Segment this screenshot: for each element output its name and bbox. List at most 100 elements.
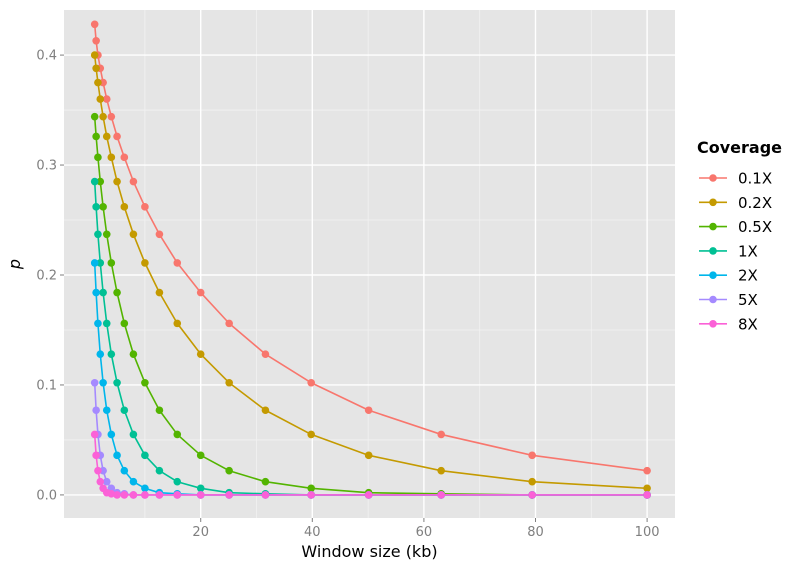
data-point-0.1X-5 bbox=[102, 95, 111, 103]
data-point-0.5X-9 bbox=[129, 350, 138, 358]
data-point-0.2X-3 bbox=[96, 95, 105, 103]
data-point-5X-5 bbox=[102, 477, 111, 486]
data-point-8X-3 bbox=[96, 477, 105, 486]
data-point-1X-5 bbox=[102, 319, 111, 328]
data-point-8X-15 bbox=[261, 491, 270, 499]
data-point-0.2X-8 bbox=[120, 203, 129, 211]
x-axis-title: Window size (kb) bbox=[301, 542, 437, 561]
data-point-0.1X-12 bbox=[173, 259, 182, 267]
data-point-0.2X-11 bbox=[155, 288, 164, 297]
data-point-0.2X-1 bbox=[92, 64, 100, 73]
data-point-0.5X-0 bbox=[90, 112, 99, 121]
x-tick-label: 100 bbox=[635, 525, 660, 540]
data-point-0.2X-10 bbox=[141, 259, 149, 267]
data-point-8X-20 bbox=[643, 491, 651, 499]
data-point-1X-8 bbox=[120, 406, 129, 415]
data-point-0.2X-2 bbox=[94, 78, 102, 87]
data-point-0.5X-2 bbox=[94, 153, 102, 162]
data-point-8X-2 bbox=[94, 466, 102, 475]
data-point-8X-10 bbox=[141, 491, 149, 499]
data-point-0.1X-19 bbox=[528, 451, 536, 460]
data-point-0.1X-14 bbox=[225, 319, 233, 328]
data-point-2X-9 bbox=[129, 477, 138, 486]
data-point-0.1X-15 bbox=[261, 350, 270, 358]
data-point-8X-16 bbox=[307, 491, 315, 499]
data-point-0.2X-4 bbox=[99, 112, 107, 121]
data-point-8X-14 bbox=[225, 491, 233, 499]
data-point-2X-5 bbox=[102, 406, 111, 415]
data-point-8X-1 bbox=[92, 451, 100, 460]
data-point-0.5X-12 bbox=[173, 430, 182, 439]
data-point-2X-2 bbox=[94, 319, 102, 328]
data-point-8X-18 bbox=[437, 491, 446, 499]
data-point-0.5X-5 bbox=[102, 230, 111, 239]
data-point-1X-3 bbox=[96, 259, 105, 267]
x-tick-label: 20 bbox=[192, 525, 209, 540]
y-tick-label: 0.1 bbox=[36, 378, 57, 393]
data-point-0.2X-9 bbox=[129, 230, 138, 239]
data-point-0.2X-0 bbox=[90, 51, 99, 59]
data-point-2X-6 bbox=[107, 430, 116, 439]
legend-title: Coverage bbox=[697, 138, 782, 157]
data-point-0.1X-18 bbox=[437, 430, 446, 439]
legend-key-point-1X bbox=[709, 247, 717, 255]
y-tick-label: 0.4 bbox=[36, 49, 57, 64]
data-point-0.5X-6 bbox=[107, 259, 116, 267]
data-point-8X-9 bbox=[129, 491, 138, 499]
data-point-1X-10 bbox=[141, 451, 149, 460]
data-point-8X-13 bbox=[196, 491, 205, 499]
data-point-1X-13 bbox=[196, 484, 205, 493]
grid-minor bbox=[64, 10, 675, 518]
data-point-1X-9 bbox=[129, 430, 138, 439]
data-point-0.2X-14 bbox=[225, 378, 233, 387]
y-axis: 0.0 0.1 0.2 0.3 0.4 bbox=[36, 49, 64, 503]
data-point-1X-7 bbox=[113, 378, 121, 387]
legend-label-1X: 1X bbox=[738, 242, 758, 260]
data-point-0.5X-11 bbox=[155, 406, 164, 415]
data-point-0.5X-16 bbox=[307, 484, 315, 493]
data-point-0.1X-7 bbox=[113, 132, 121, 141]
grid-major bbox=[64, 10, 675, 518]
legend-label-0.5X: 0.5X bbox=[738, 218, 772, 236]
data-point-0.1X-13 bbox=[196, 288, 205, 297]
data-point-8X-11 bbox=[155, 491, 164, 499]
legend-key-point-0.5X bbox=[709, 222, 717, 231]
data-point-8X-12 bbox=[173, 491, 182, 499]
data-point-0.1X-17 bbox=[364, 406, 373, 415]
data-point-0.1X-10 bbox=[141, 203, 149, 211]
legend-label-5X: 5X bbox=[738, 291, 758, 309]
data-point-0.1X-20 bbox=[643, 466, 651, 475]
legend-key-point-5X bbox=[709, 295, 717, 304]
data-point-5X-0 bbox=[90, 378, 99, 387]
data-point-1X-12 bbox=[173, 477, 182, 486]
data-point-0.2X-18 bbox=[437, 466, 446, 475]
y-tick-label: 0.2 bbox=[36, 268, 57, 283]
data-point-0.1X-16 bbox=[307, 378, 315, 387]
data-point-8X-17 bbox=[364, 491, 373, 499]
data-point-8X-0 bbox=[90, 430, 99, 439]
y-axis-title: p bbox=[5, 259, 24, 270]
data-point-1X-0 bbox=[90, 177, 99, 186]
data-point-0.5X-4 bbox=[99, 203, 107, 211]
legend-key-point-0.1X bbox=[709, 174, 717, 182]
x-axis: 20 40 60 80 100 bbox=[192, 518, 660, 540]
data-point-0.5X-1 bbox=[92, 132, 100, 141]
legend-label-8X: 8X bbox=[738, 315, 758, 333]
legend: Coverage 0.1X 0.2X 0.5X 1X 2X 5X 8X bbox=[697, 138, 782, 333]
data-point-8X-7 bbox=[113, 491, 121, 499]
data-point-0.1X-8 bbox=[120, 153, 129, 162]
data-point-0.5X-10 bbox=[141, 378, 149, 387]
plot-panel bbox=[64, 10, 675, 518]
data-point-1X-6 bbox=[107, 350, 116, 358]
data-point-0.1X-11 bbox=[155, 230, 164, 239]
legend-label-0.1X: 0.1X bbox=[738, 170, 772, 188]
data-point-0.5X-7 bbox=[113, 288, 121, 297]
data-point-1X-2 bbox=[94, 230, 102, 239]
data-point-2X-0 bbox=[90, 259, 99, 267]
data-point-1X-4 bbox=[99, 288, 107, 297]
data-point-0.2X-13 bbox=[196, 350, 205, 358]
data-point-0.5X-15 bbox=[261, 477, 270, 486]
data-point-0.2X-6 bbox=[107, 153, 116, 162]
legend-key-point-0.2X bbox=[709, 198, 717, 207]
